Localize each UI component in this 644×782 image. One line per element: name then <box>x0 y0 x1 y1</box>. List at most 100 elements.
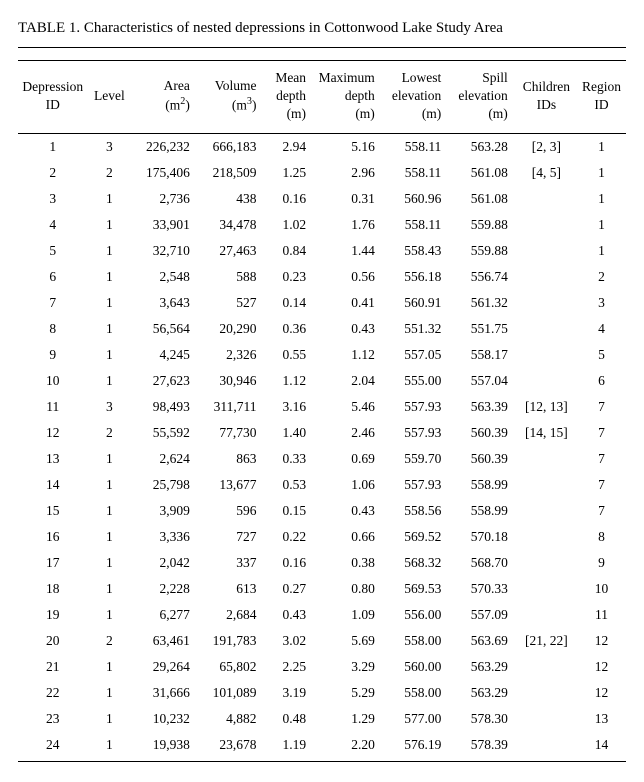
table-row: 11398,493311,7113.165.46557.93563.39[12,… <box>18 394 626 420</box>
cell-mean: 0.33 <box>264 446 314 472</box>
cell-children <box>516 706 577 732</box>
cell-volume: 337 <box>198 550 265 576</box>
cell-volume: 2,684 <box>198 602 265 628</box>
cell-max: 2.04 <box>314 368 383 394</box>
table-row: 312,7364380.160.31560.96561.081 <box>18 186 626 212</box>
cell-region: 13 <box>577 706 626 732</box>
cell-area: 27,623 <box>131 368 198 394</box>
cell-children <box>516 368 577 394</box>
cell-area: 2,736 <box>131 186 198 212</box>
cell-children <box>516 316 577 342</box>
cell-spill: 559.88 <box>449 212 516 238</box>
table-row: 914,2452,3260.551.12557.05558.175 <box>18 342 626 368</box>
cell-area: 33,901 <box>131 212 198 238</box>
cell-children: [4, 5] <box>516 160 577 186</box>
cell-region: 1 <box>577 212 626 238</box>
cell-mean: 1.25 <box>264 160 314 186</box>
cell-mean: 0.23 <box>264 264 314 290</box>
cell-id: 17 <box>18 550 88 576</box>
cell-low: 551.32 <box>383 316 450 342</box>
cell-region: 5 <box>577 342 626 368</box>
cell-region: 10 <box>577 576 626 602</box>
cell-level: 1 <box>88 316 132 342</box>
col-header-max: Maximumdepth(m) <box>314 60 383 134</box>
cell-id: 5 <box>18 238 88 264</box>
table-row: 612,5485880.230.56556.18556.742 <box>18 264 626 290</box>
cell-level: 2 <box>88 420 132 446</box>
cell-spill: 561.08 <box>449 186 516 212</box>
cell-volume: 30,946 <box>198 368 265 394</box>
cell-spill: 560.39 <box>449 420 516 446</box>
cell-children <box>516 550 577 576</box>
cell-mean: 0.15 <box>264 498 314 524</box>
cell-region: 12 <box>577 680 626 706</box>
cell-level: 1 <box>88 706 132 732</box>
cell-children: [12, 13] <box>516 394 577 420</box>
cell-level: 1 <box>88 524 132 550</box>
cell-volume: 311,711 <box>198 394 265 420</box>
cell-area: 55,592 <box>131 420 198 446</box>
cell-mean: 2.25 <box>264 654 314 680</box>
cell-max: 0.56 <box>314 264 383 290</box>
cell-children <box>516 342 577 368</box>
table-body: 13226,232666,1832.945.16558.11563.28[2, … <box>18 134 626 762</box>
data-table: DepressionIDLevelArea(m2)Volume(m3)Meand… <box>18 54 626 762</box>
cell-region: 1 <box>577 186 626 212</box>
table-row: 20263,461191,7833.025.69558.00563.69[21,… <box>18 628 626 654</box>
cell-spill: 563.39 <box>449 394 516 420</box>
cell-volume: 191,783 <box>198 628 265 654</box>
cell-region: 7 <box>577 420 626 446</box>
cell-level: 1 <box>88 238 132 264</box>
cell-spill: 561.32 <box>449 290 516 316</box>
cell-mean: 3.19 <box>264 680 314 706</box>
cell-children: [21, 22] <box>516 628 577 654</box>
cell-max: 1.12 <box>314 342 383 368</box>
cell-spill: 556.74 <box>449 264 516 290</box>
cell-spill: 560.39 <box>449 446 516 472</box>
cell-id: 12 <box>18 420 88 446</box>
cell-region: 7 <box>577 394 626 420</box>
cell-low: 557.93 <box>383 472 450 498</box>
cell-low: 569.53 <box>383 576 450 602</box>
cell-max: 1.44 <box>314 238 383 264</box>
cell-area: 56,564 <box>131 316 198 342</box>
col-header-id: DepressionID <box>18 60 88 134</box>
cell-spill: 563.29 <box>449 680 516 706</box>
cell-mean: 0.16 <box>264 186 314 212</box>
cell-mean: 3.02 <box>264 628 314 654</box>
cell-low: 557.05 <box>383 342 450 368</box>
table-row: 1513,9095960.150.43558.56558.997 <box>18 498 626 524</box>
cell-children <box>516 290 577 316</box>
cell-id: 9 <box>18 342 88 368</box>
cell-low: 557.93 <box>383 420 450 446</box>
cell-volume: 20,290 <box>198 316 265 342</box>
cell-low: 558.11 <box>383 134 450 161</box>
cell-max: 2.46 <box>314 420 383 446</box>
cell-max: 2.96 <box>314 160 383 186</box>
cell-area: 98,493 <box>131 394 198 420</box>
cell-low: 558.43 <box>383 238 450 264</box>
cell-children <box>516 524 577 550</box>
cell-low: 558.00 <box>383 628 450 654</box>
cell-area: 4,245 <box>131 342 198 368</box>
col-header-spill: Spillelevation(m) <box>449 60 516 134</box>
cell-level: 1 <box>88 654 132 680</box>
cell-level: 1 <box>88 576 132 602</box>
cell-max: 0.69 <box>314 446 383 472</box>
cell-children: [14, 15] <box>516 420 577 446</box>
table-row: 22175,406218,5091.252.96558.11561.08[4, … <box>18 160 626 186</box>
table-row: 22131,666101,0893.195.29558.00563.2912 <box>18 680 626 706</box>
cell-level: 1 <box>88 212 132 238</box>
cell-volume: 727 <box>198 524 265 550</box>
table-row: 1812,2286130.270.80569.53570.3310 <box>18 576 626 602</box>
cell-spill: 558.17 <box>449 342 516 368</box>
cell-max: 3.29 <box>314 654 383 680</box>
cell-region: 2 <box>577 264 626 290</box>
cell-area: 2,228 <box>131 576 198 602</box>
cell-max: 0.66 <box>314 524 383 550</box>
cell-max: 0.80 <box>314 576 383 602</box>
cell-low: 558.56 <box>383 498 450 524</box>
cell-children <box>516 186 577 212</box>
cell-area: 3,336 <box>131 524 198 550</box>
cell-area: 175,406 <box>131 160 198 186</box>
